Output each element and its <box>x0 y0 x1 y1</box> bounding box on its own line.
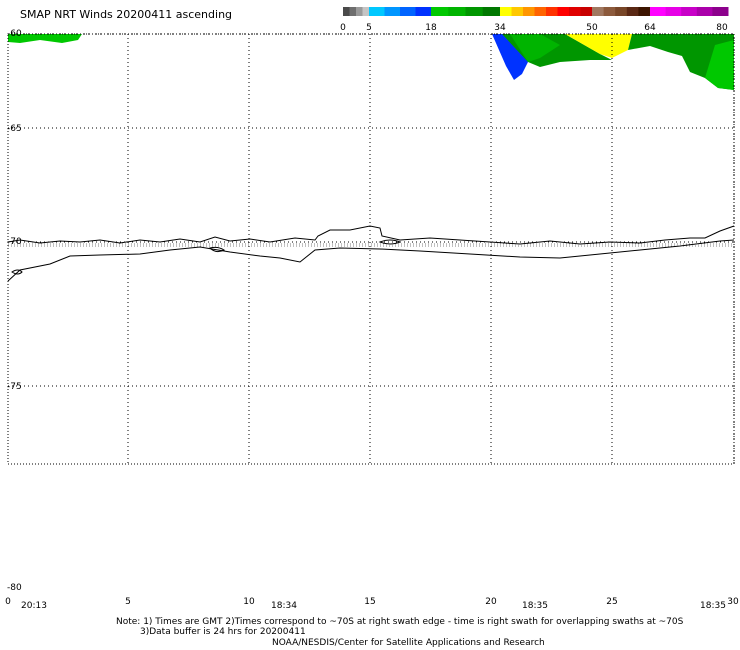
lon-label-25: 25 <box>606 597 617 607</box>
colorbar-swatch-4-3 <box>626 7 639 16</box>
lat-label-80: -80 <box>7 583 22 593</box>
colorbar-swatch-3-5 <box>557 7 570 16</box>
colorbar-swatch-4-1 <box>603 7 616 16</box>
time-label-1: 20:13 <box>21 601 47 611</box>
colorbar-swatch-3-1 <box>511 7 524 16</box>
colorbar-swatch-5-2 <box>681 7 698 16</box>
colorbar-swatch-4-4 <box>638 7 651 16</box>
time-label-2: 18:34 <box>271 601 297 611</box>
lon-label-20: 20 <box>485 597 497 607</box>
map-title: SMAP NRT Winds 20200411 ascending <box>20 8 233 21</box>
colorbar-label-64: 64 <box>644 23 656 33</box>
colorbar-swatch-3-0 <box>500 7 512 16</box>
colorbar-swatch-2-0 <box>431 7 449 16</box>
swath-topright-green-edge <box>705 40 734 90</box>
colorbar-swatch-5-0 <box>650 7 667 16</box>
colorbar-swatch-5-3 <box>696 7 713 16</box>
colorbar-label-50: 50 <box>586 23 598 33</box>
lon-label-10: 10 <box>243 597 255 607</box>
colorbar-swatch-0-2 <box>356 7 363 16</box>
plot-frame <box>7 33 735 465</box>
swath-topright-blue <box>492 34 528 80</box>
colorbar-swatch-1-2 <box>400 7 416 16</box>
colorbar-label-5: 5 <box>366 23 372 33</box>
note-line-3: NOAA/NESDIS/Center for Satellite Applica… <box>272 638 545 648</box>
colorbar-swatch-0-3 <box>362 7 370 16</box>
lon-label-5: 5 <box>125 597 131 607</box>
colorbar-swatch-3-3 <box>534 7 547 16</box>
note-line-1: Note: 1) Times are GMT 2)Times correspon… <box>116 617 684 627</box>
colorbar-swatch-3-2 <box>523 7 535 16</box>
wind-speed-colorbar: 0 5 18 34 50 64 80 <box>340 7 729 33</box>
time-label-3: 18:35 <box>522 601 548 611</box>
colorbar-label-80: 80 <box>716 23 728 33</box>
colorbar-swatch-1-0 <box>369 7 385 16</box>
colorbar-swatch-4-2 <box>615 7 628 16</box>
colorbar-swatch-5-1 <box>665 7 682 16</box>
colorbar-swatch-0-0 <box>343 7 350 16</box>
swath-topright-green-light <box>510 34 560 62</box>
colorbar-swatch-4-0 <box>592 7 605 16</box>
time-label-4: 18:35 <box>700 601 726 611</box>
note-line-2: 3)Data buffer is 24 hrs for 20200411 <box>140 627 306 637</box>
lat-label-60: -60 <box>7 29 22 39</box>
coast-inner <box>7 239 735 282</box>
colorbar-swatch-3-4 <box>546 7 558 16</box>
colorbar-label-0: 0 <box>340 23 346 33</box>
colorbar-swatch-1-3 <box>415 7 432 16</box>
colorbar-swatch-2-3 <box>482 7 501 16</box>
lon-label-15: 15 <box>364 597 375 607</box>
colorbar-swatch-0-1 <box>349 7 357 16</box>
colorbar-swatch-3-6 <box>569 7 581 16</box>
colorbar-label-18: 18 <box>425 23 437 33</box>
coast-islands <box>11 239 402 275</box>
antarctic-coastline <box>7 225 735 282</box>
colorbar-swatch-2-1 <box>448 7 466 16</box>
swath-topright-yellow <box>565 34 632 58</box>
colorbar-label-34: 34 <box>494 23 506 33</box>
colorbar-swatch-5-4 <box>712 7 729 16</box>
wind-swaths <box>8 34 734 90</box>
colorbar-swatch-2-2 <box>465 7 484 16</box>
lon-label-30: 30 <box>727 597 739 607</box>
lat-label-70: -70 <box>7 237 22 247</box>
ice-shelf-front <box>7 225 735 245</box>
ice-shelf-hatch <box>8 243 734 247</box>
lon-label-0: 0 <box>5 597 11 607</box>
colorbar-swatch-3-7 <box>580 7 593 16</box>
lat-label-75: -75 <box>7 382 22 392</box>
swath-topleft-green <box>8 34 82 43</box>
colorbar-swatch-1-1 <box>384 7 401 16</box>
lat-label-65: -65 <box>7 124 22 134</box>
